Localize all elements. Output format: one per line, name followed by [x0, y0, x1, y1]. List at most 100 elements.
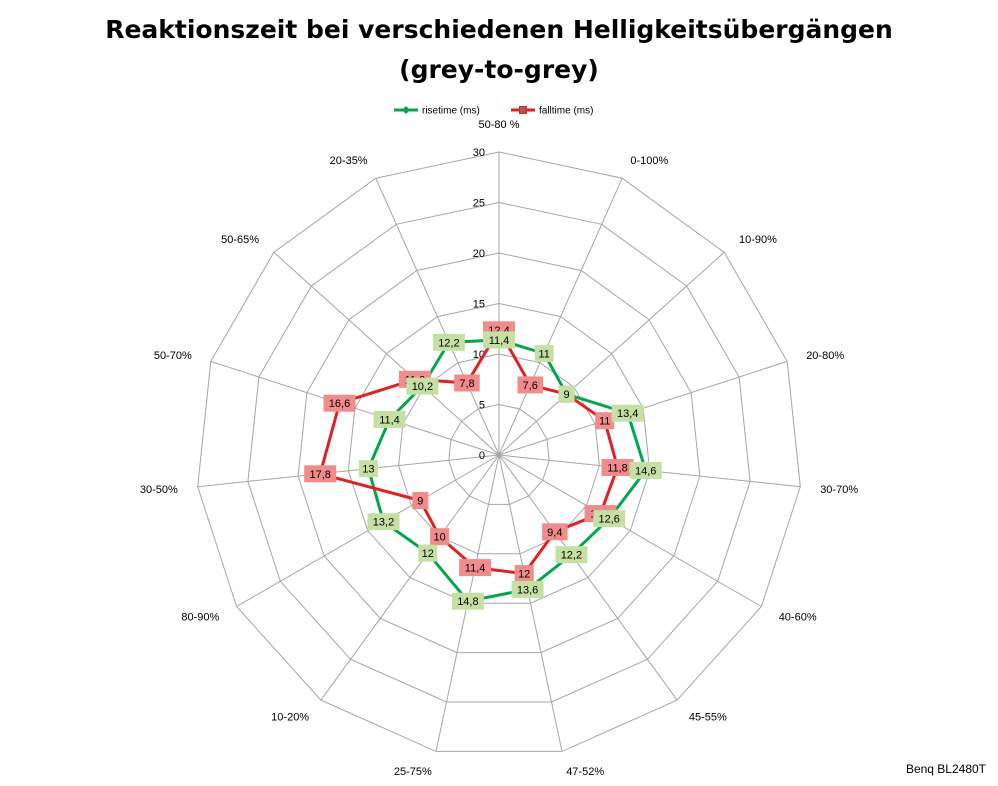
- radial-tick-label: 15: [473, 299, 485, 311]
- legend-rise-marker: [402, 106, 410, 114]
- data-label: 10,2: [412, 381, 433, 393]
- data-label-bg: [593, 510, 626, 528]
- chart-title-line-2: (grey-to-grey): [399, 55, 599, 84]
- data-label-bg: [534, 345, 554, 362]
- data-label-bg: [323, 394, 356, 412]
- category-label: 30-50%: [140, 484, 178, 496]
- category-labels: 50-80 % 0-100% 10-90% 20-80% 30-70% 40-60% 45-…: [140, 119, 858, 778]
- data-label-bg: [358, 460, 378, 478]
- data-label: 12: [422, 548, 434, 560]
- grid-spoke: [197, 454, 500, 488]
- data-label-bg: [542, 523, 568, 541]
- data-label: 13,2: [373, 517, 394, 529]
- data-label: 11,4: [465, 563, 486, 575]
- data-label: 14,8: [457, 596, 478, 608]
- legend: risetime (ms) falltime (ms): [394, 106, 593, 117]
- data-label: 17,8: [309, 469, 330, 481]
- grid-ring: [297, 252, 701, 654]
- data-label: 10: [433, 532, 445, 544]
- category-label: 47-52%: [566, 766, 604, 778]
- radial-tick-label: 20: [473, 248, 485, 260]
- data-label-bg: [412, 492, 429, 509]
- grid-ring: [247, 201, 751, 703]
- data-label: 16,6: [329, 398, 350, 410]
- category-label: 0-100%: [630, 155, 668, 167]
- grid-spoke: [498, 177, 623, 456]
- data-label: 11: [538, 349, 549, 361]
- category-label: 50-65%: [221, 234, 259, 246]
- series-line-fall: [318, 328, 619, 576]
- data-label: 11: [599, 416, 610, 428]
- data-label: 12: [518, 569, 530, 581]
- data-label: 13,6: [517, 584, 538, 596]
- data-label-bg: [451, 592, 484, 610]
- data-label-bg: [304, 465, 337, 483]
- category-label: 10-90%: [739, 234, 777, 246]
- data-label-bg: [517, 376, 543, 394]
- grid-spoke: [273, 251, 500, 456]
- data-label: 14,6: [635, 465, 656, 477]
- data-label-bg: [601, 459, 634, 476]
- data-label-bg: [432, 333, 465, 351]
- data-label-bg: [629, 461, 662, 479]
- category-label: 50-70%: [154, 350, 192, 362]
- data-label: 12,2: [561, 550, 582, 562]
- category-label: 40-60%: [779, 612, 817, 624]
- radial-tick-label: 30: [473, 147, 485, 159]
- data-label: 9: [564, 389, 570, 401]
- data-label-bg: [418, 544, 438, 562]
- data-label: 13: [362, 464, 374, 476]
- grid-ring: [347, 302, 651, 604]
- category-label: 25-75%: [394, 766, 432, 778]
- chart-title: Reaktionszeit bei verschiedenen Helligke…: [0, 10, 998, 90]
- category-label: 50-80 %: [479, 119, 520, 131]
- category-label: 80-90%: [181, 612, 219, 624]
- grid-spoke: [498, 454, 563, 752]
- data-label-bg: [483, 331, 515, 349]
- data-label: 11,4: [489, 335, 510, 347]
- data-labels: 12,47,691111,811,69,41211,410917,816,611…: [304, 321, 662, 610]
- grid-spoke: [320, 454, 500, 701]
- chart-title-line-1: Reaktionszeit bei verschiedenen Helligke…: [105, 15, 893, 44]
- legend-fall-label: falltime (ms): [539, 106, 593, 117]
- data-label: 7,6: [523, 380, 538, 392]
- data-label-bg: [514, 565, 534, 583]
- data-label-bg: [454, 374, 480, 392]
- data-label-bg: [459, 559, 492, 577]
- data-label-bg: [595, 412, 615, 430]
- radial-tick-label: 25: [473, 198, 485, 210]
- data-label: 9: [417, 496, 423, 508]
- series-line-rise: [366, 338, 648, 603]
- radar-grid: [197, 151, 801, 752]
- data-label: 12,2: [438, 337, 459, 349]
- category-label: 20-80%: [806, 350, 844, 362]
- data-label: 9,4: [547, 527, 562, 539]
- data-label: 12,6: [598, 514, 619, 526]
- data-label-bg: [367, 513, 400, 531]
- radial-tick-label: 5: [479, 400, 485, 412]
- data-label-bg: [558, 385, 575, 403]
- grid-spoke: [498, 454, 678, 701]
- grid-spoke: [375, 177, 500, 456]
- radial-tick-label: 0: [479, 450, 485, 462]
- data-label-bg: [373, 410, 406, 428]
- data-label-bg: [555, 546, 588, 564]
- data-label: 11,4: [379, 414, 400, 426]
- data-label-bg: [511, 580, 544, 598]
- category-label: 30-70%: [820, 484, 858, 496]
- category-label: 45-55%: [689, 711, 727, 723]
- data-label: 7,8: [459, 378, 474, 390]
- data-label-bg: [430, 528, 450, 546]
- data-label-bg: [406, 377, 439, 395]
- data-label-bg: [611, 404, 644, 422]
- grid-ring: [197, 151, 801, 752]
- data-label: 11,8: [607, 463, 628, 475]
- category-label: 20-35%: [330, 155, 368, 167]
- category-label: 10-20%: [271, 711, 309, 723]
- grid-spoke: [498, 454, 762, 607]
- legend-rise-label: risetime (ms): [422, 106, 480, 117]
- legend-fall-marker: [519, 106, 527, 114]
- grid-spoke: [236, 454, 500, 607]
